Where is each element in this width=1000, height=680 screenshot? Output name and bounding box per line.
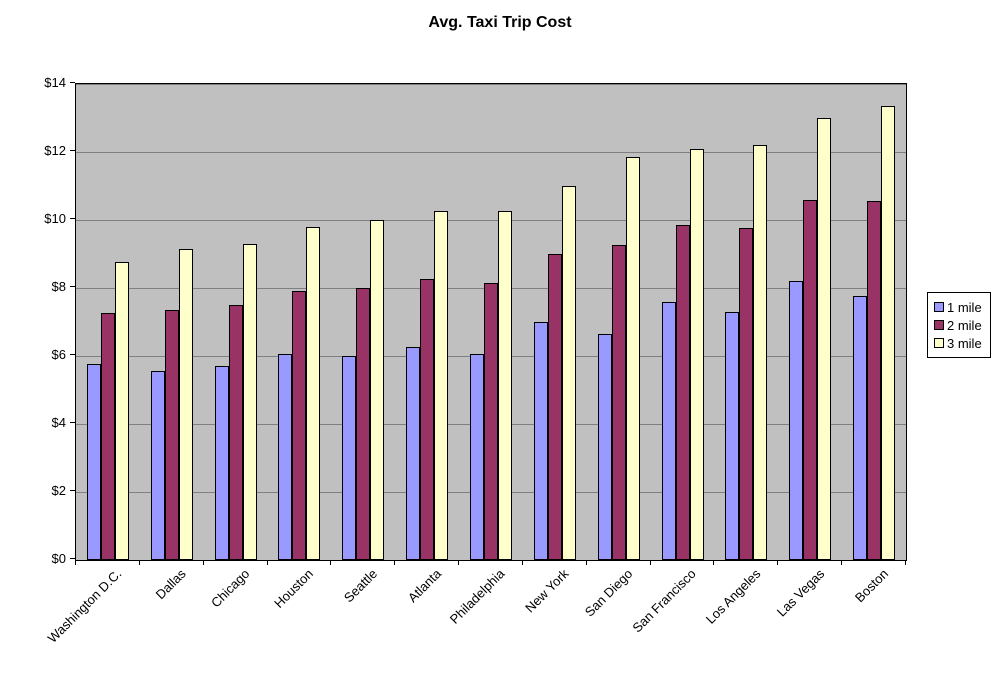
x-axis-tick-mark bbox=[905, 560, 906, 565]
y-axis-tick-mark bbox=[70, 218, 75, 219]
x-axis-tick-mark bbox=[777, 560, 778, 565]
bar-2-mile-Boston bbox=[867, 201, 881, 560]
x-axis-category-label: San Francisco bbox=[629, 566, 700, 636]
bar-1-mile-San-Francisco bbox=[662, 302, 676, 560]
gridline bbox=[76, 152, 906, 153]
legend-label: 2 mile bbox=[947, 317, 982, 333]
x-axis-category-label: Philadelphia bbox=[446, 566, 508, 627]
x-axis-category-label: Boston bbox=[851, 566, 891, 606]
bar-3-mile-New-York bbox=[562, 186, 576, 560]
bar-1-mile-Houston bbox=[278, 354, 292, 560]
y-axis-tick-label: $6 bbox=[51, 347, 66, 362]
bar-1-mile-Atlanta bbox=[406, 347, 420, 560]
y-axis-tick-mark bbox=[70, 422, 75, 423]
bar-2-mile-Washington-D-C- bbox=[101, 313, 115, 560]
plot-area bbox=[75, 83, 907, 561]
x-axis-tick-mark bbox=[330, 560, 331, 565]
bar-2-mile-San-Francisco bbox=[676, 225, 690, 560]
bar-3-mile-San-Francisco bbox=[690, 149, 704, 560]
chart-title: Avg. Taxi Trip Cost bbox=[428, 14, 572, 31]
bar-2-mile-Dallas bbox=[165, 310, 179, 560]
x-axis-category-label: San Diego bbox=[581, 566, 636, 620]
bar-3-mile-Las-Vegas bbox=[817, 118, 831, 560]
bar-2-mile-Chicago bbox=[229, 305, 243, 560]
y-axis-tick-mark bbox=[70, 150, 75, 151]
bar-1-mile-Las-Vegas bbox=[789, 281, 803, 560]
gridline bbox=[76, 220, 906, 221]
bar-3-mile-Washington-D-C- bbox=[115, 262, 129, 560]
bar-2-mile-Philadelphia bbox=[484, 283, 498, 560]
bar-3-mile-San-Diego bbox=[626, 157, 640, 560]
x-axis-tick-mark bbox=[650, 560, 651, 565]
legend-item: 1 mile bbox=[934, 298, 982, 316]
y-axis-tick-mark bbox=[70, 558, 75, 559]
legend-label: 1 mile bbox=[947, 299, 982, 315]
x-axis-category-label: Washington D.C. bbox=[44, 566, 125, 646]
bar-1-mile-Philadelphia bbox=[470, 354, 484, 560]
bar-1-mile-Seattle bbox=[342, 356, 356, 560]
legend: 1 mile 2 mile 3 mile bbox=[927, 292, 991, 358]
x-axis-category-label: Houston bbox=[271, 566, 317, 611]
bar-1-mile-New-York bbox=[534, 322, 548, 560]
x-axis-tick-mark bbox=[713, 560, 714, 565]
y-axis-tick-mark bbox=[70, 354, 75, 355]
y-axis-tick-mark bbox=[70, 286, 75, 287]
y-axis-tick-label: $12 bbox=[44, 143, 66, 158]
x-axis-category-label: Las Vegas bbox=[773, 566, 827, 620]
bar-2-mile-Las-Vegas bbox=[803, 200, 817, 560]
bar-3-mile-Chicago bbox=[243, 244, 257, 560]
x-axis-tick-mark bbox=[75, 560, 76, 565]
bar-3-mile-Los-Angeles bbox=[753, 145, 767, 560]
bar-2-mile-Houston bbox=[292, 291, 306, 560]
x-axis-tick-mark bbox=[203, 560, 204, 565]
x-axis-tick-mark bbox=[458, 560, 459, 565]
x-axis-tick-mark bbox=[586, 560, 587, 565]
x-axis-tick-mark bbox=[522, 560, 523, 565]
bar-1-mile-Chicago bbox=[215, 366, 229, 560]
bar-3-mile-Dallas bbox=[179, 249, 193, 560]
gridline bbox=[76, 84, 906, 85]
y-axis-tick-label: $4 bbox=[51, 415, 66, 430]
bar-1-mile-Dallas bbox=[151, 371, 165, 560]
x-axis-tick-mark bbox=[841, 560, 842, 565]
legend-label: 3 mile bbox=[947, 335, 982, 351]
x-axis-tick-mark bbox=[139, 560, 140, 565]
x-axis-category-label: Dallas bbox=[152, 566, 189, 603]
bar-3-mile-Boston bbox=[881, 106, 895, 560]
legend-swatch-3-mile bbox=[934, 338, 944, 348]
x-axis-category-label: Chicago bbox=[207, 566, 253, 611]
bar-2-mile-Atlanta bbox=[420, 279, 434, 560]
legend-item: 2 mile bbox=[934, 316, 982, 334]
x-axis-category-label: Los Angeles bbox=[702, 566, 763, 627]
x-axis-category-label: New York bbox=[522, 566, 572, 616]
bar-3-mile-Seattle bbox=[370, 220, 384, 560]
x-axis-tick-mark bbox=[394, 560, 395, 565]
bar-3-mile-Atlanta bbox=[434, 211, 448, 560]
x-axis-tick-mark bbox=[267, 560, 268, 565]
legend-swatch-1-mile bbox=[934, 302, 944, 312]
y-axis-tick-mark bbox=[70, 82, 75, 83]
bar-2-mile-New-York bbox=[548, 254, 562, 560]
y-axis-tick-label: $8 bbox=[51, 279, 66, 294]
bar-3-mile-Philadelphia bbox=[498, 211, 512, 560]
bar-1-mile-Los-Angeles bbox=[725, 312, 739, 560]
bar-1-mile-Washington-D-C- bbox=[87, 364, 101, 560]
bar-1-mile-San-Diego bbox=[598, 334, 612, 560]
bar-2-mile-Los-Angeles bbox=[739, 228, 753, 560]
y-axis-tick-mark bbox=[70, 490, 75, 491]
bar-2-mile-Seattle bbox=[356, 288, 370, 560]
bar-3-mile-Houston bbox=[306, 227, 320, 560]
x-axis-category-label: Seattle bbox=[340, 566, 380, 606]
bar-2-mile-San-Diego bbox=[612, 245, 626, 560]
bar-1-mile-Boston bbox=[853, 296, 867, 560]
x-axis-category-label: Atlanta bbox=[404, 566, 444, 606]
y-axis-tick-label: $2 bbox=[51, 483, 66, 498]
y-axis-tick-label: $10 bbox=[44, 211, 66, 226]
y-axis-tick-label: $14 bbox=[44, 75, 66, 90]
legend-swatch-2-mile bbox=[934, 320, 944, 330]
legend-item: 3 mile bbox=[934, 334, 982, 352]
y-axis-tick-label: $0 bbox=[51, 551, 66, 566]
